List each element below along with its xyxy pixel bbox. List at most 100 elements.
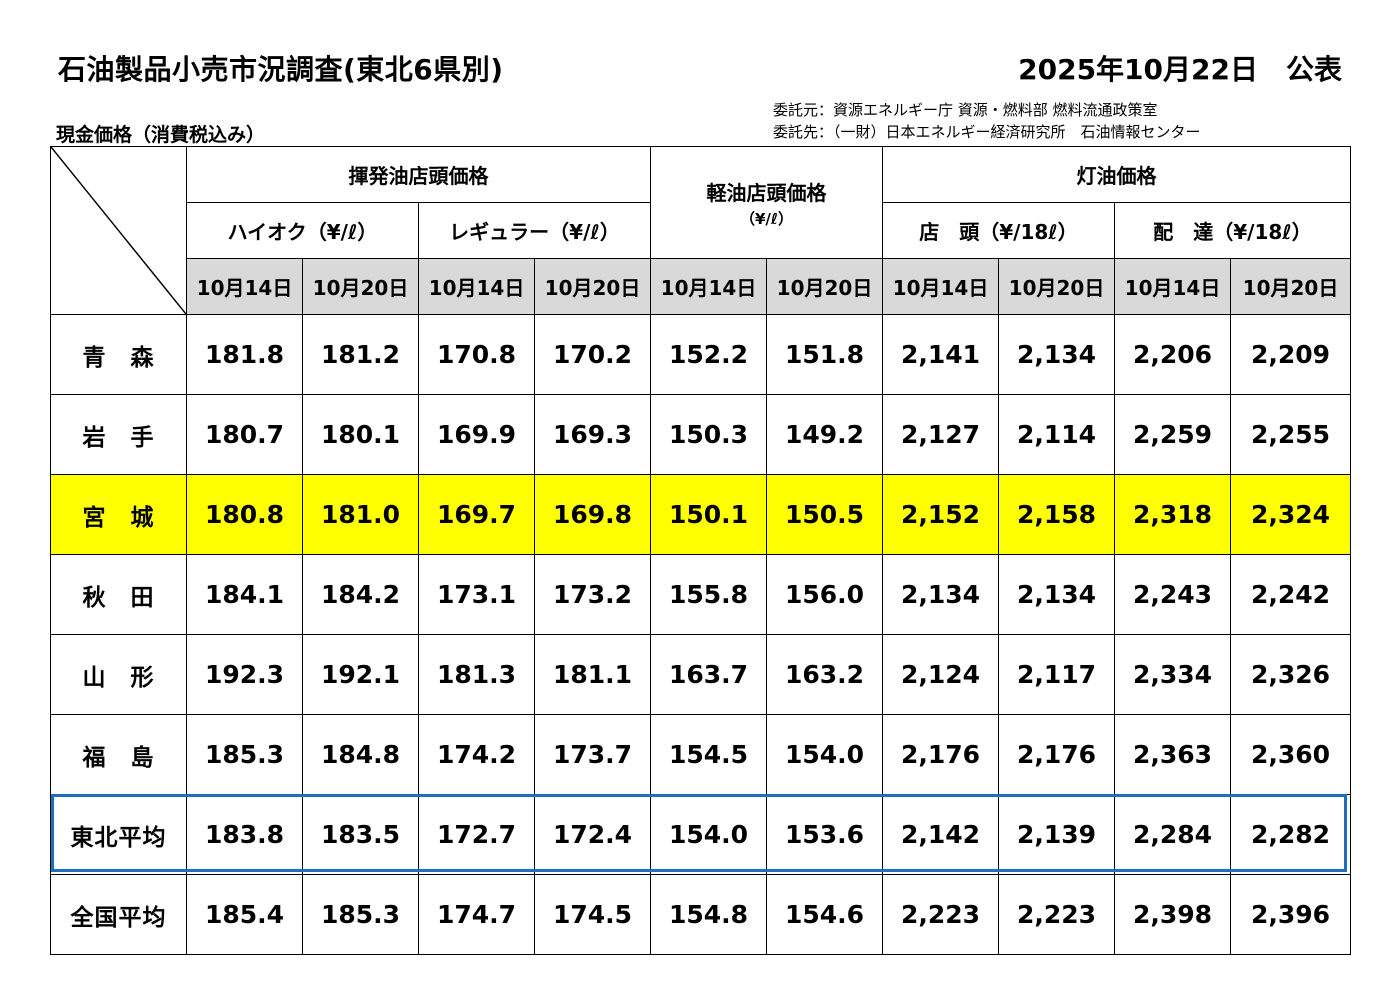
price-cell: 156.0 [766, 554, 883, 635]
price-cell: 2,134 [882, 554, 999, 635]
price-cell: 2,114 [998, 394, 1115, 475]
regular-header: レギュラー（¥/ℓ） [418, 202, 651, 259]
price-cell: 154.8 [650, 874, 767, 955]
date-header: 10月14日 [1114, 258, 1231, 315]
table-row: 青 森 181.8 181.2 170.8 170.2 152.2 151.8 2,141 2,… [50, 314, 1351, 395]
price-cell: 174.5 [534, 874, 651, 955]
price-cell: 154.0 [766, 714, 883, 795]
price-cell: 2,360 [1230, 714, 1351, 795]
price-cell: 185.3 [186, 714, 303, 795]
commissioner-text: 委託元：資源エネルギー庁 資源・燃料部 燃料流通政策室 [773, 101, 1158, 119]
price-cell: 154.0 [650, 794, 767, 875]
price-cell: 185.3 [302, 874, 419, 955]
price-cell: 170.2 [534, 314, 651, 395]
price-cell: 185.4 [186, 874, 303, 955]
price-cell: 173.2 [534, 554, 651, 635]
publication-date: 2025年10月22日 公表 [1018, 53, 1342, 86]
table-row: 全国平均 185.4 185.3 174.7 174.5 154.8 154.6 2,223 2… [50, 874, 1351, 955]
prefecture-name: 秋 田 [50, 554, 187, 635]
prefecture-name: 東北平均 [50, 794, 187, 875]
table-row: 秋 田 184.1 184.2 173.1 173.2 155.8 156.0 2,134 2,… [50, 554, 1351, 635]
price-cell: 2,127 [882, 394, 999, 475]
date-header: 10月20日 [302, 258, 419, 315]
price-cell: 2,326 [1230, 634, 1351, 715]
price-cell: 192.1 [302, 634, 419, 715]
price-cell: 169.8 [534, 474, 651, 555]
price-cell: 2,259 [1114, 394, 1231, 475]
credits: 委託元：資源エネルギー庁 資源・燃料部 燃料流通政策室 委託先：（一財）日本エネ… [773, 99, 1201, 143]
diesel-unit: （¥/ℓ） [740, 209, 793, 228]
price-cell: 2,284 [1114, 794, 1231, 875]
price-cell: 2,206 [1114, 314, 1231, 395]
contractor-text: 委託先：（一財）日本エネルギー経済研究所 石油情報センター [773, 123, 1201, 141]
price-cell: 184.2 [302, 554, 419, 635]
table-row: 宮 城 180.8 181.0 169.7 169.8 150.1 150.5 2,152 2,… [50, 474, 1351, 555]
date-header: 10月14日 [186, 258, 303, 315]
table-row: 岩 手 180.7 180.1 169.9 169.3 150.3 149.2 2,127 2,… [50, 394, 1351, 475]
price-cell: 169.3 [534, 394, 651, 475]
prefecture-name: 山 形 [50, 634, 187, 715]
price-cell: 2,176 [998, 714, 1115, 795]
price-cell: 150.5 [766, 474, 883, 555]
price-cell: 172.4 [534, 794, 651, 875]
price-cell: 2,324 [1230, 474, 1351, 555]
table-row: 山 形 192.3 192.1 181.3 181.1 163.7 163.2 2,124 2,… [50, 634, 1351, 715]
price-cell: 180.7 [186, 394, 303, 475]
price-cell: 150.1 [650, 474, 767, 555]
prefecture-name: 岩 手 [50, 394, 187, 475]
date-header: 10月14日 [418, 258, 535, 315]
date-header: 10月14日 [882, 258, 999, 315]
price-cell: 2,318 [1114, 474, 1231, 555]
date-header: 10月20日 [534, 258, 651, 315]
highoctane-header: ハイオク（¥/ℓ） [186, 202, 419, 259]
price-cell: 174.2 [418, 714, 535, 795]
price-cell: 183.5 [302, 794, 419, 875]
kerosene-store-header: 店 頭（¥/18ℓ） [882, 202, 1115, 259]
prefecture-name: 福 島 [50, 714, 187, 795]
date-header: 10月20日 [766, 258, 883, 315]
page-title: 石油製品小売市況調査(東北6県別) [58, 53, 504, 86]
price-cell: 181.2 [302, 314, 419, 395]
price-cell: 2,209 [1230, 314, 1351, 395]
diesel-header: 軽油店頭価格 （¥/ℓ） [650, 146, 883, 259]
price-cell: 169.9 [418, 394, 535, 475]
price-cell: 169.7 [418, 474, 535, 555]
price-cell: 184.8 [302, 714, 419, 795]
kerosene-delivery-header: 配 達（¥/18ℓ） [1114, 202, 1351, 259]
price-cell: 173.1 [418, 554, 535, 635]
price-cell: 163.7 [650, 634, 767, 715]
price-cell: 2,152 [882, 474, 999, 555]
price-cell: 149.2 [766, 394, 883, 475]
table-body: 青 森 181.8 181.2 170.8 170.2 152.2 151.8 2,141 2,… [50, 314, 1351, 955]
price-cell: 2,142 [882, 794, 999, 875]
prefecture-name: 青 森 [50, 314, 187, 395]
price-cell: 2,363 [1114, 714, 1231, 795]
price-table: 揮発油店頭価格 軽油店頭価格 （¥/ℓ） 灯油価格 ハイオク（¥/ℓ） レギュラ… [50, 146, 1351, 955]
diesel-header-label: 軽油店頭価格 [706, 180, 827, 205]
price-cell: 150.3 [650, 394, 767, 475]
price-cell: 2,117 [998, 634, 1115, 715]
price-cell: 2,282 [1230, 794, 1351, 875]
price-cell: 2,396 [1230, 874, 1351, 955]
price-cell: 184.1 [186, 554, 303, 635]
kerosene-header: 灯油価格 [882, 146, 1351, 203]
price-cell: 2,255 [1230, 394, 1351, 475]
date-header: 10月20日 [1230, 258, 1351, 315]
price-cell: 2,134 [998, 554, 1115, 635]
price-cell: 174.7 [418, 874, 535, 955]
price-cell: 181.1 [534, 634, 651, 715]
price-cell: 154.5 [650, 714, 767, 795]
price-cell: 153.6 [766, 794, 883, 875]
table-row: 東北平均 183.8 183.5 172.7 172.4 154.0 153.6 2,142 2… [50, 794, 1351, 875]
price-cell: 2,223 [882, 874, 999, 955]
price-cell: 173.7 [534, 714, 651, 795]
price-cell: 163.2 [766, 634, 883, 715]
price-cell: 181.3 [418, 634, 535, 715]
price-cell: 183.8 [186, 794, 303, 875]
price-cell: 181.8 [186, 314, 303, 395]
price-type-label: 現金価格（消費税込み） [56, 124, 266, 146]
price-cell: 2,334 [1114, 634, 1231, 715]
gasoline-header: 揮発油店頭価格 [186, 146, 651, 203]
price-cell: 2,176 [882, 714, 999, 795]
price-cell: 172.7 [418, 794, 535, 875]
